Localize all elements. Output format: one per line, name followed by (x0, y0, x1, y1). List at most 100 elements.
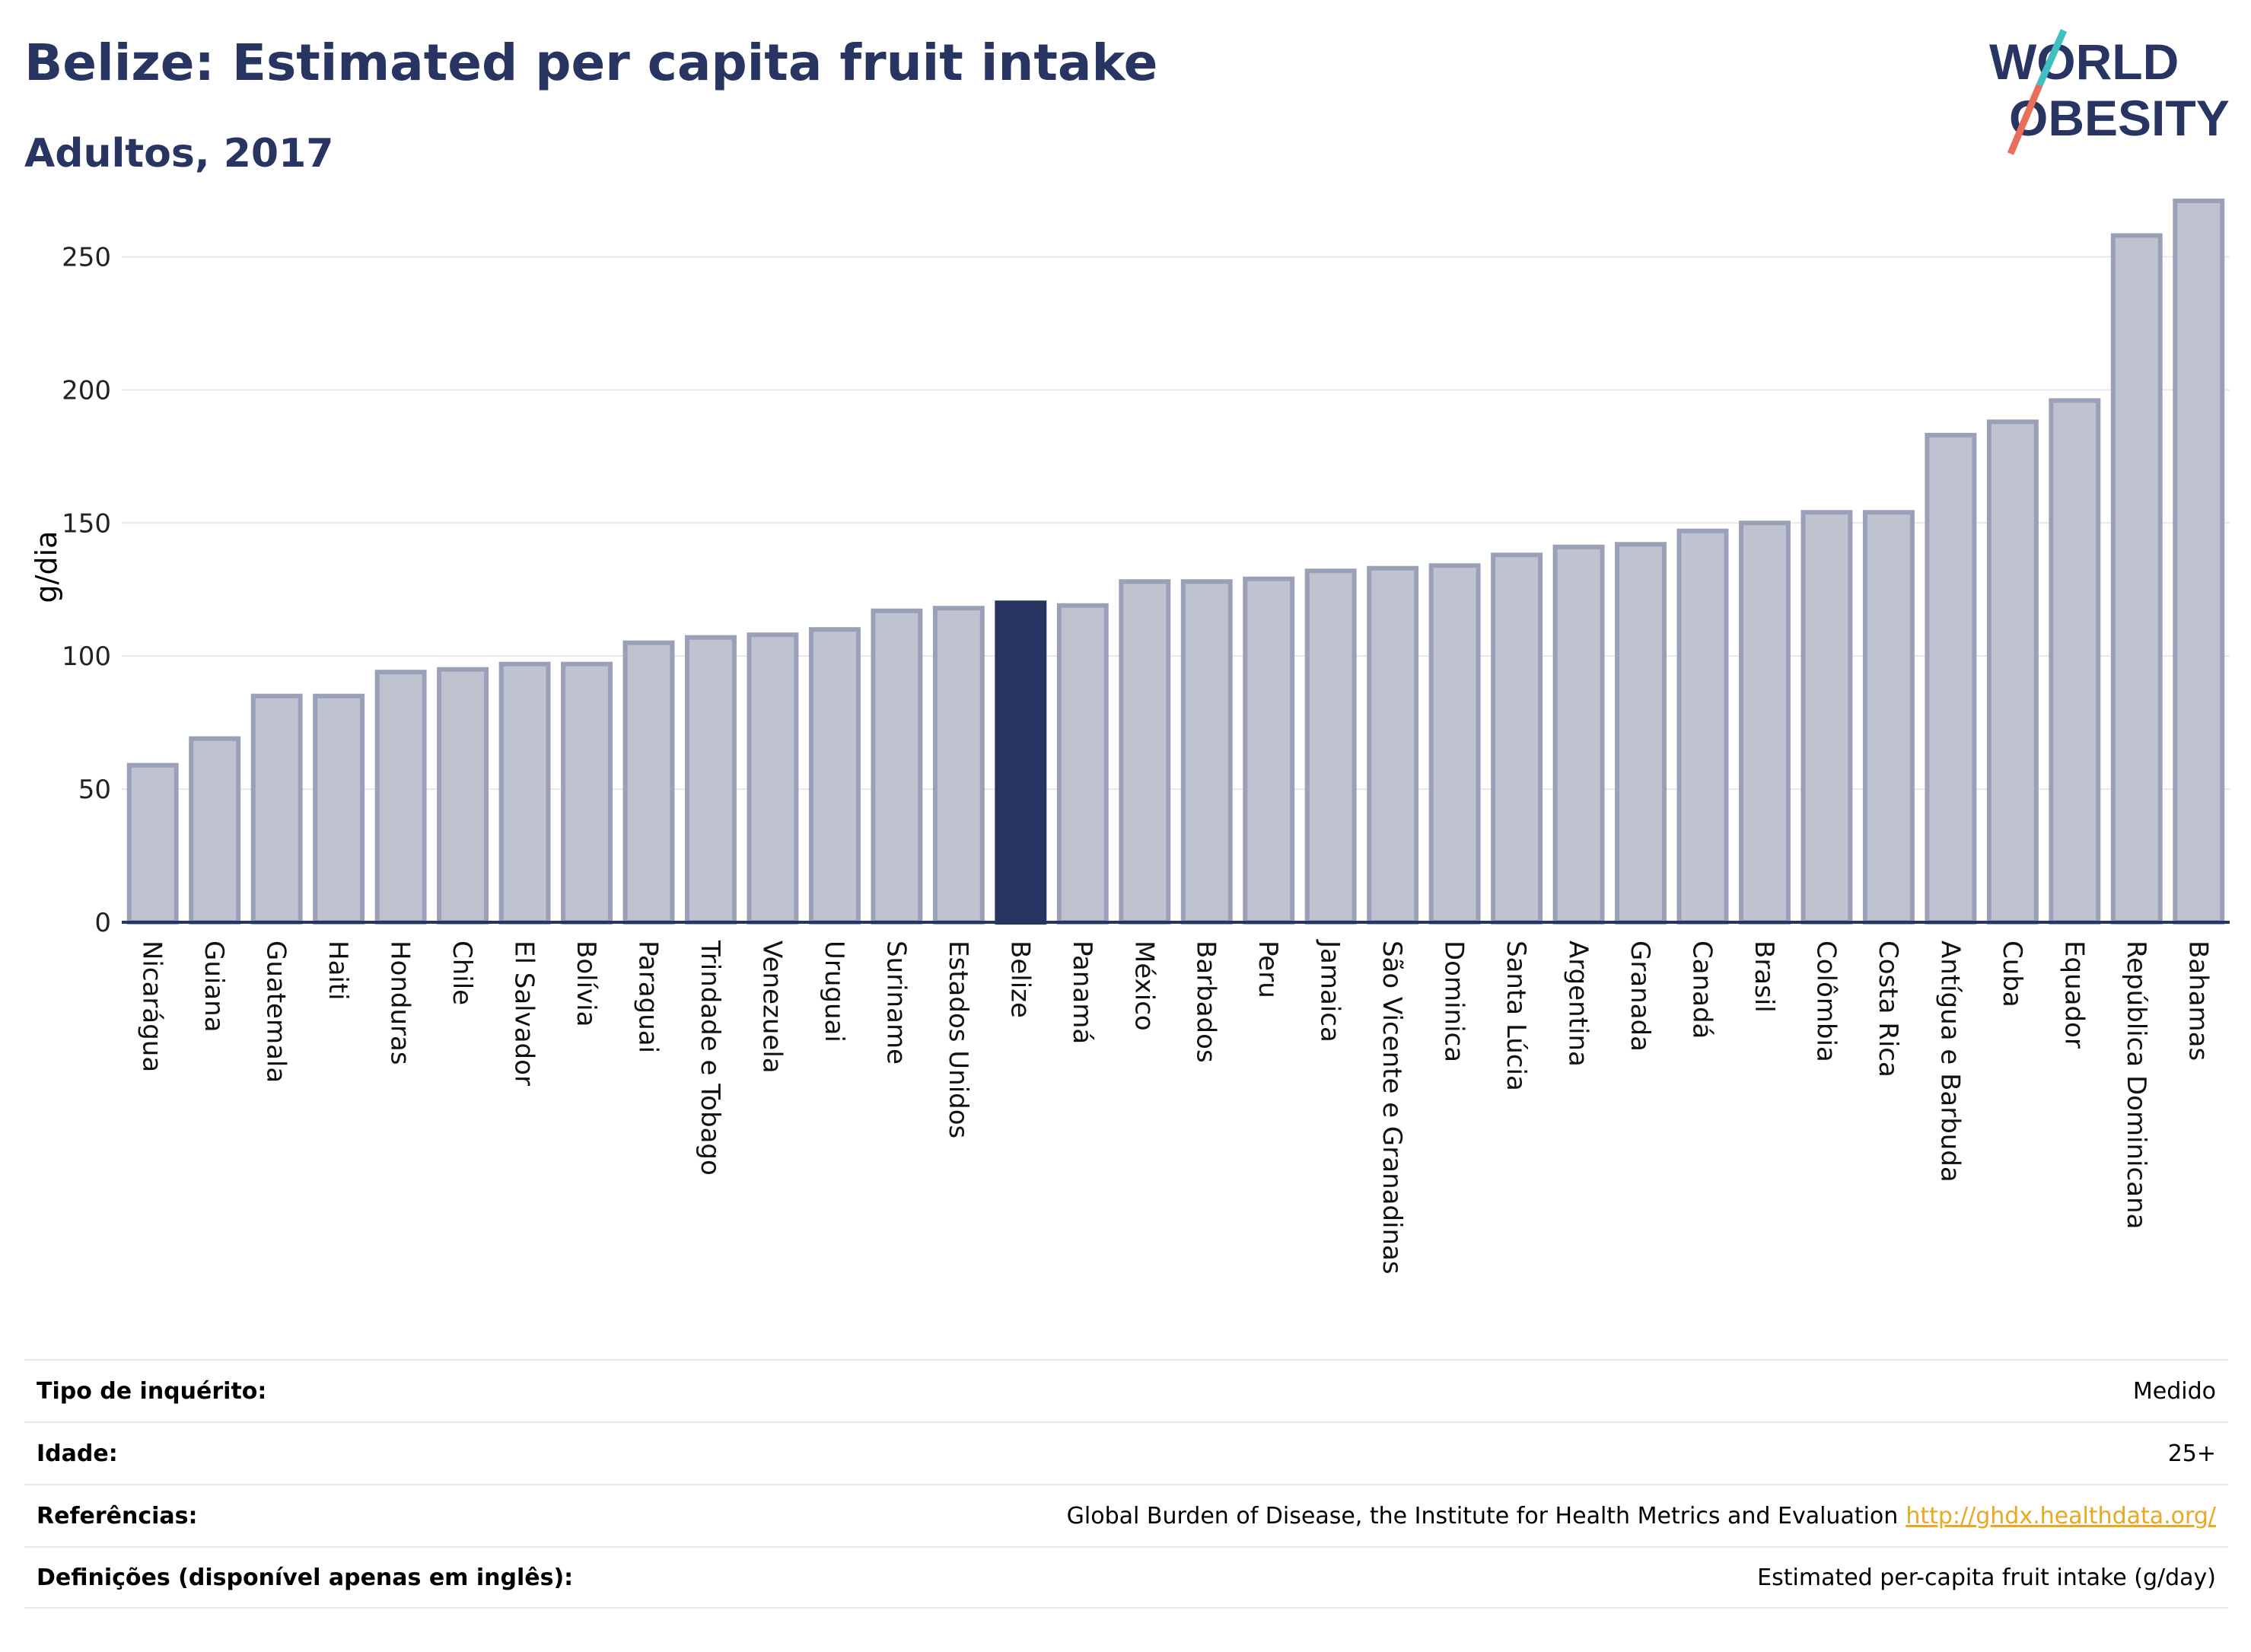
bar-rep-blica-dominicana[interactable] (2110, 233, 2163, 925)
bar-equador[interactable] (2049, 398, 2101, 925)
bar-bol-via[interactable] (561, 661, 613, 925)
bar-chart: 0 50 100 150 200 250 Nicarágua Guiana Guatemala… (30, 198, 2230, 1275)
x-tick-label: Belize (1005, 941, 1035, 1018)
bar-argentina[interactable] (1552, 544, 1605, 925)
y-axis-label: g/dia (30, 531, 63, 603)
y-tick-label: 0 (94, 908, 111, 938)
bar-s-o-vicente-e-granadinas[interactable] (1367, 565, 1419, 925)
reference-text: Global Burden of Disease, the Institute … (1066, 1502, 1899, 1529)
x-tick-label: Venezuela (756, 941, 787, 1074)
x-tick-label: Nicarágua (137, 941, 167, 1072)
bar-costa-rica[interactable] (1862, 510, 1915, 925)
bar-nicar-gua[interactable] (126, 762, 179, 925)
bar-peru[interactable] (1243, 576, 1295, 925)
bar-uruguai[interactable] (808, 627, 861, 925)
bar-haiti[interactable] (313, 693, 365, 925)
chart-subtitle: Adultos, 2017 (24, 131, 334, 177)
x-tick-label: Barbados (1191, 941, 1221, 1063)
chart-title: Belize: Estimated per capita fruit intak… (24, 33, 1158, 92)
x-tick-label: Suriname (880, 941, 911, 1065)
bar-suriname[interactable] (871, 608, 923, 925)
x-tick-label: Cuba (1997, 941, 2027, 1007)
x-tick-label: Santa Lúcia (1501, 941, 1531, 1091)
logo-slash-teal (2036, 29, 2068, 87)
bar-canad-[interactable] (1676, 528, 1729, 925)
bar-dominica[interactable] (1428, 563, 1481, 925)
x-tick-label: Chile (447, 941, 477, 1005)
y-tick-label: 150 (62, 508, 111, 539)
bar-venezuela[interactable] (747, 632, 799, 925)
y-tick-label: 100 (62, 641, 111, 672)
bar-panam-[interactable] (1056, 603, 1109, 925)
x-tick-labels: Nicarágua Guiana Guatemala Haiti Honduras Chi… (137, 939, 2214, 1275)
x-tick-label: Guatemala (261, 941, 291, 1083)
x-tick-label: República Dominicana (2121, 941, 2151, 1229)
info-row-definitions: Definições (disponível apenas em inglês)… (24, 1546, 2228, 1609)
x-tick-label: Haiti (323, 941, 353, 1001)
info-value: 25+ (2167, 1440, 2216, 1467)
x-tick-label: Granada (1625, 941, 1655, 1052)
info-table: Tipo de inquérito: Medido Idade: 25+ Ref… (24, 1359, 2228, 1609)
info-value: Estimated per-capita fruit intake (g/day… (1757, 1564, 2216, 1591)
logo-line1: WORLD (1989, 33, 2179, 90)
x-tick-label: Estados Unidos (943, 941, 973, 1138)
x-tick-label: São Vicente e Granadinas (1377, 941, 1407, 1275)
x-tick-label: Equador (2058, 941, 2089, 1049)
info-row-references: Referências: Global Burden of Disease, t… (24, 1484, 2228, 1546)
bar-estados-unidos[interactable] (932, 606, 985, 925)
bar-trindade-e-tobago[interactable] (685, 635, 737, 925)
x-tick-label: Paraguai (633, 941, 664, 1053)
info-label: Tipo de inquérito: (37, 1377, 267, 1405)
info-row-survey-type: Tipo de inquérito: Medido (24, 1359, 2228, 1421)
info-value: Medido (2132, 1377, 2216, 1405)
bar-cuba[interactable] (1986, 419, 2039, 925)
bar-honduras[interactable] (374, 670, 427, 925)
bar-guatemala[interactable] (250, 693, 303, 925)
x-tick-label: Guiana (199, 941, 229, 1033)
x-tick-label: Dominica (1439, 941, 1469, 1062)
info-label: Definições (disponível apenas em inglês)… (37, 1564, 574, 1591)
bars (126, 198, 2225, 925)
bar-santa-l-cia[interactable] (1491, 552, 1543, 925)
logo-slash-coral (2007, 84, 2043, 155)
x-tick-label: Canadá (1687, 941, 1718, 1039)
bar-belize[interactable] (995, 600, 1047, 925)
bar-bahamas[interactable] (2173, 198, 2225, 925)
y-tick-label: 250 (62, 242, 111, 272)
bar-paraguai[interactable] (622, 640, 675, 925)
bar-ant-gua-e-barbuda[interactable] (1925, 432, 1977, 925)
bar-jamaica[interactable] (1304, 568, 1357, 925)
reference-link[interactable]: http://ghdx.healthdata.org/ (1906, 1502, 2216, 1529)
info-label: Referências: (37, 1502, 198, 1529)
info-label: Idade: (37, 1440, 118, 1467)
info-value-references: Global Burden of Disease, the Institute … (1067, 1503, 2216, 1529)
x-tick-label: Bahamas (2183, 941, 2213, 1061)
bar-granada[interactable] (1615, 542, 1667, 925)
y-tick-label: 200 (62, 375, 111, 406)
x-tick-label: Argentina (1563, 941, 1594, 1067)
x-tick-label: Colômbia (1810, 941, 1841, 1062)
x-tick-label: Costa Rica (1873, 941, 1903, 1077)
bar-m-xico[interactable] (1119, 579, 1171, 925)
bar-el-salvador[interactable] (498, 661, 551, 925)
x-tick-label: El Salvador (509, 941, 540, 1086)
y-tick-label: 50 (78, 775, 111, 805)
bar-chile[interactable] (437, 667, 489, 925)
bar-brasil[interactable] (1739, 520, 1791, 925)
x-tick-label: Peru (1253, 941, 1283, 998)
bar-guiana[interactable] (189, 736, 241, 925)
x-tick-label: Brasil (1749, 941, 1779, 1013)
y-tick-labels: 0 50 100 150 200 250 (62, 242, 111, 938)
info-row-age: Idade: 25+ (24, 1421, 2228, 1484)
x-tick-label: Jamaica (1315, 939, 1345, 1042)
world-obesity-logo: WORLD OBESITY (1989, 29, 2230, 155)
x-tick-label: Trindade e Tobago (695, 940, 725, 1176)
bar-col-mbia[interactable] (1800, 510, 1853, 925)
x-tick-label: Uruguai (819, 941, 849, 1042)
x-tick-label: México (1129, 941, 1159, 1031)
x-tick-label: Antígua e Barbuda (1934, 941, 1965, 1183)
logo-line2: OBESITY (2009, 90, 2230, 146)
x-tick-label: Panamá (1067, 941, 1097, 1044)
bar-barbados[interactable] (1180, 579, 1233, 925)
x-tick-label: Honduras (385, 941, 415, 1065)
